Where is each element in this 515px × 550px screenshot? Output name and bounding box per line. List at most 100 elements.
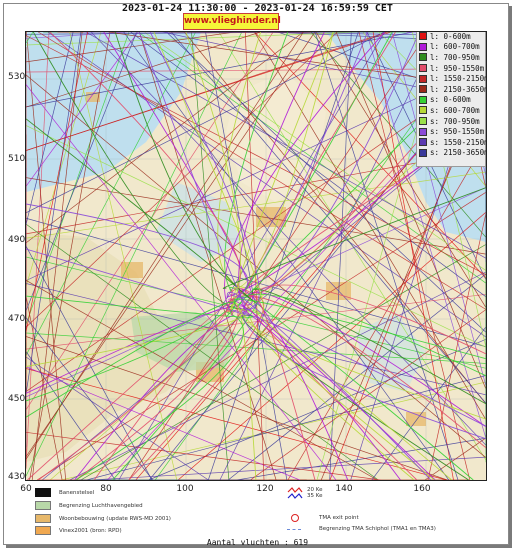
legend-label: l: 950-1550m (430, 63, 485, 73)
flight-track (26, 32, 67, 480)
date-range-title: 2023-01-24 11:30:00 - 2023-01-24 16:59:5… (122, 3, 393, 14)
x-tick-label: 100 (176, 484, 194, 494)
flight-track (26, 32, 243, 477)
tma-exit-label: TMA exit point (319, 515, 359, 521)
flight-track (226, 291, 432, 480)
flight-track (171, 32, 486, 404)
flight-track (138, 32, 277, 480)
flight-track (143, 32, 486, 271)
airport-boundary-label: Begrenzing Luchthavengebied (59, 502, 143, 509)
housing-key: Woonbebouwing (update RWS-MD 2001) (35, 514, 171, 523)
flight-track (233, 32, 334, 289)
flight-track (26, 356, 209, 480)
flight-track (26, 32, 320, 35)
housing-swatch (35, 514, 51, 523)
flight-track (26, 32, 74, 225)
flight-track (26, 301, 236, 418)
flight-track (26, 65, 486, 281)
tma-exit-icon (291, 514, 299, 522)
flight-track (315, 32, 486, 308)
flight-track (69, 271, 486, 480)
flight-track (26, 74, 486, 458)
flight-track (26, 248, 250, 317)
flight-track (26, 32, 316, 457)
legend-swatch (419, 74, 427, 83)
legend-swatch (419, 64, 427, 73)
legend-swatch (419, 42, 427, 51)
y-tick-label: 510 (8, 154, 26, 164)
flight-track (207, 32, 359, 480)
vlieghinder-logo[interactable]: www.vlieghinder.nl (183, 13, 281, 30)
flight-track (26, 245, 153, 480)
flight-track (366, 32, 486, 439)
legend-label: s: 600-700m (430, 105, 480, 115)
legend-item: l: 700-950m (419, 52, 485, 63)
flight-tracks (26, 32, 486, 480)
vinex-swatch (35, 526, 51, 535)
legend-label: l: 700-950m (430, 52, 480, 62)
legend-label: l: 0-600m (430, 31, 471, 41)
flight-track (185, 32, 241, 314)
flight-track (114, 32, 256, 303)
legend-swatch (419, 53, 427, 62)
legend-label: s: 700-950m (430, 116, 480, 126)
legend-item: s: 0-600m (419, 95, 485, 106)
runway-swatch (35, 488, 51, 497)
legend-label: s: 1550-2150m (430, 137, 487, 147)
flight-track (26, 317, 153, 480)
legend-item: l: 600-700m (419, 42, 485, 53)
noise-contour-key: 20 Ke 35 Ke (287, 486, 322, 500)
legend-swatch (419, 127, 427, 136)
x-tick-label: 120 (256, 484, 274, 494)
legend-swatch (419, 85, 427, 94)
flight-track (240, 309, 435, 480)
flight-track (244, 32, 393, 291)
y-tick-label: 470 (8, 314, 26, 324)
flight-track (26, 283, 486, 396)
legend-item: s: 600-700m (419, 105, 485, 116)
flight-track (237, 288, 418, 480)
legend-item: s: 950-1550m (419, 126, 485, 137)
y-tick-label: 430 (8, 472, 26, 482)
flight-track (254, 32, 486, 279)
flight-track (427, 212, 486, 480)
flight-track (251, 288, 486, 405)
legend-swatch (419, 138, 427, 147)
legend-item: l: 1550-2150m (419, 73, 487, 84)
legend-item: l: 2150-3650m (419, 84, 486, 95)
flight-track (253, 308, 452, 480)
flight-track (26, 332, 486, 364)
flight-track (26, 35, 486, 276)
flight-track (229, 287, 474, 480)
legend-item: s: 700-950m (419, 116, 485, 127)
flight-track (391, 32, 486, 387)
flight-track (26, 203, 249, 297)
flight-track (75, 311, 244, 480)
legend-label: l: 1550-2150m (430, 74, 487, 84)
runway-key-label: Banenstelsel (59, 489, 95, 496)
airport-boundary-swatch (35, 501, 51, 510)
flight-track (29, 32, 111, 480)
legend-label: s: 0-600m (430, 95, 471, 105)
flight-track (26, 296, 63, 480)
map-canvas (26, 32, 486, 480)
legend-label: s: 2150-3650m (430, 148, 487, 158)
flight-track (26, 32, 130, 325)
flight-track (254, 32, 486, 420)
flight-track (85, 32, 486, 259)
flight-track (130, 32, 486, 298)
tma-boundary-key: Begrenzing TMA Schiphol (TMA1 en TMA3) (287, 526, 436, 532)
flight-track (372, 32, 454, 480)
flight-track-map[interactable]: l: 0-600m l: 600-700m l: 700-950m l: 950-15… (25, 31, 487, 481)
y-tick-label: 490 (8, 235, 26, 245)
flight-track (26, 279, 378, 480)
noise-20-label: 20 Ke (307, 487, 323, 493)
flight-track (31, 32, 83, 480)
flight-track (26, 351, 116, 480)
tma-boundary-line (287, 528, 301, 530)
legend-swatch (419, 95, 427, 104)
flight-track (27, 292, 244, 480)
legend-swatch (419, 148, 427, 157)
noise-contour-icon (287, 487, 303, 499)
flight-track (75, 298, 239, 480)
